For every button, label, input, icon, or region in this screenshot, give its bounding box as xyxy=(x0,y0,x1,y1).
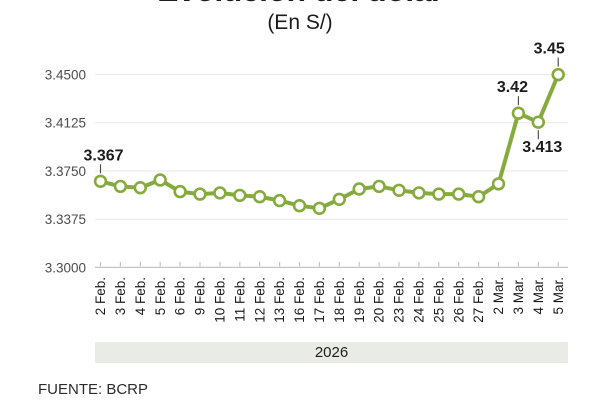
y-tick-label: 3.3750 xyxy=(45,164,86,179)
x-tick-label: 2 Mar. xyxy=(491,277,506,315)
x-tick-label: 11 Feb. xyxy=(232,277,247,322)
x-tick-label: 23 Feb. xyxy=(392,277,407,323)
x-tick-label: 13 Feb. xyxy=(272,277,287,323)
point-annotation: 3.45 xyxy=(534,41,565,58)
data-point-marker xyxy=(372,179,386,194)
x-tick-label: 17 Feb. xyxy=(312,277,327,323)
chart-subtitle: (En S/) xyxy=(267,11,333,34)
x-tick-label: 12 Feb. xyxy=(252,277,267,323)
x-tick-label: 2 Feb. xyxy=(93,277,108,315)
y-tick-label: 3.3000 xyxy=(45,260,86,275)
data-point-marker xyxy=(292,199,307,213)
x-tick-label: 5 Feb. xyxy=(153,277,168,315)
x-tick-label: 5 Mar. xyxy=(551,277,566,315)
data-point-marker xyxy=(352,182,366,196)
data-point-marker xyxy=(412,186,426,200)
y-tick-label: 3.4125 xyxy=(45,116,86,131)
data-point-marker xyxy=(272,193,287,208)
data-point-marker xyxy=(153,173,167,187)
data-point-marker xyxy=(332,192,346,207)
point-annotation: 3.42 xyxy=(497,79,528,96)
data-point-marker xyxy=(312,201,327,216)
data-point-marker xyxy=(511,106,526,120)
x-tick-label: 4 Feb. xyxy=(133,277,148,315)
data-point-marker xyxy=(253,190,267,204)
x-tick-label: 20 Feb. xyxy=(372,277,387,323)
data-point-marker xyxy=(113,179,128,194)
data-point-marker xyxy=(432,187,446,201)
point-annotation: 3.413 xyxy=(522,139,562,156)
data-point-marker xyxy=(392,183,406,198)
x-tick-label: 3 Feb. xyxy=(113,277,128,315)
x-tick-label: 10 Feb. xyxy=(212,277,227,323)
source-text: FUENTE: BCRP xyxy=(38,381,149,398)
chart-title: Evolución del dólar xyxy=(0,0,600,7)
x-tick-label: 3 Mar. xyxy=(511,277,526,315)
data-point-marker xyxy=(193,187,207,201)
year-band-label: 2026 xyxy=(314,344,349,361)
data-point-marker xyxy=(452,187,466,201)
data-point-marker xyxy=(173,184,187,199)
data-point-marker xyxy=(233,188,247,203)
x-tick-label: 19 Feb. xyxy=(352,277,367,323)
x-tick-label: 9 Feb. xyxy=(193,277,208,315)
y-tick-label: 3.4500 xyxy=(45,67,86,82)
price-line xyxy=(98,72,561,211)
data-point-marker xyxy=(133,181,148,195)
data-point-marker xyxy=(213,186,227,200)
x-tick-label: 16 Feb. xyxy=(292,277,307,323)
x-tick-label: 18 Feb. xyxy=(332,277,347,323)
data-point-marker xyxy=(531,115,545,129)
data-point-marker xyxy=(93,174,108,189)
x-tick-label: 25 Feb. xyxy=(431,277,446,323)
year-band: 2026 xyxy=(95,342,568,363)
point-annotation: 3.367 xyxy=(83,147,123,164)
data-point-marker xyxy=(471,190,486,204)
x-tick-label: 27 Feb. xyxy=(471,277,486,323)
x-tick-label: 24 Feb. xyxy=(411,277,426,323)
x-tick-label: 26 Feb. xyxy=(451,277,466,323)
data-point-marker xyxy=(491,177,506,191)
y-tick-label: 3.3375 xyxy=(45,212,86,227)
x-tick-label: 4 Mar. xyxy=(531,277,546,315)
data-point-marker xyxy=(551,67,565,82)
x-tick-label: 6 Feb. xyxy=(173,277,188,315)
dollar-evolution-line-chart: 3.4500 3.4125 3.3750 3.3375 3.3000 2 Feb. 3 Fe… xyxy=(45,41,568,323)
